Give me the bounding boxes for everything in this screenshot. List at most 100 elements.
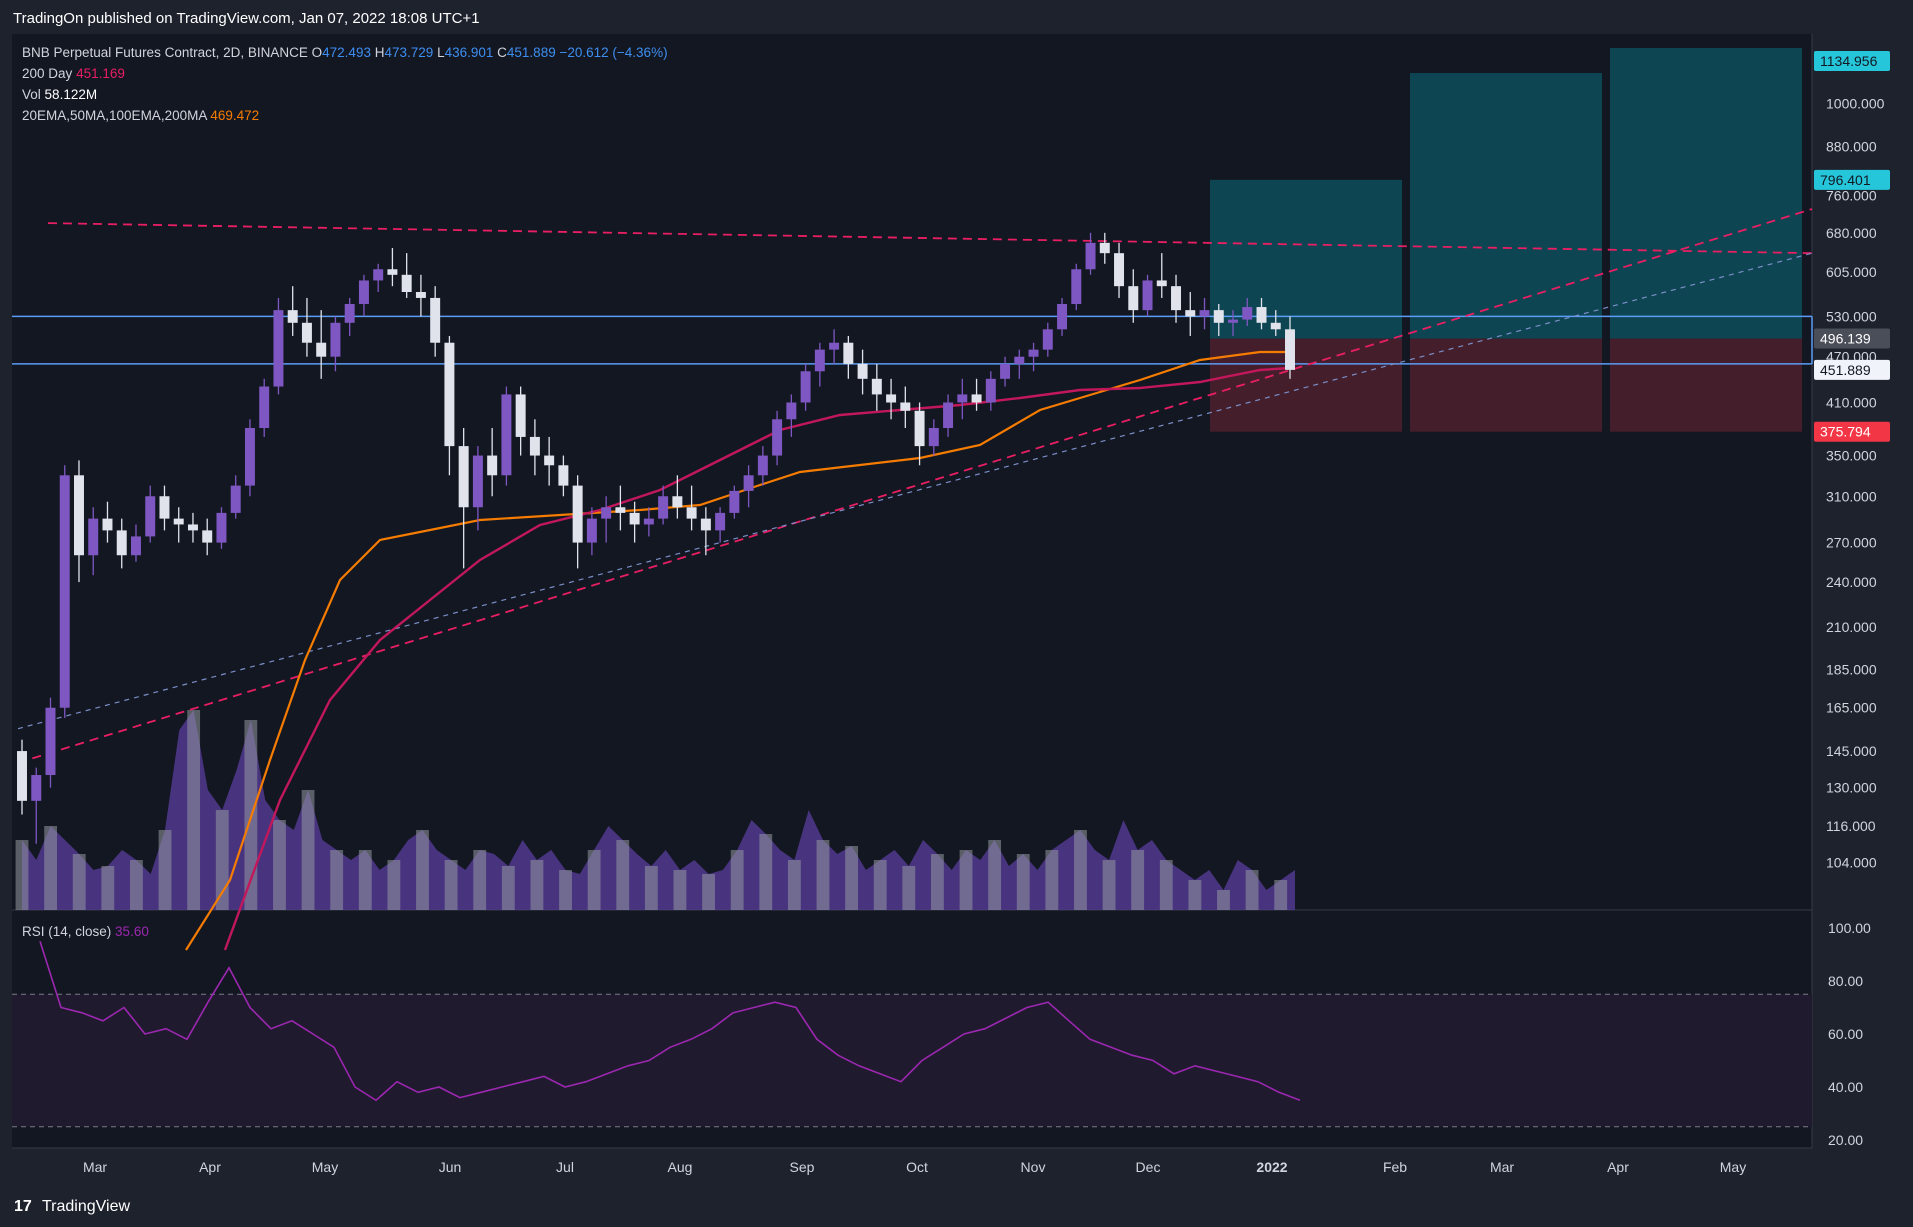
price-tag-bg	[1814, 359, 1890, 380]
ma200-label: 200 Day	[22, 66, 73, 81]
time-tick-label: Apr	[1607, 1159, 1629, 1175]
ema-value: 469.472	[210, 108, 260, 123]
candle-body	[45, 707, 56, 776]
candle-body	[487, 455, 498, 476]
candle-body	[586, 518, 597, 543]
legend-volume-row[interactable]: Vol 58.122M	[22, 87, 97, 102]
candle-body	[957, 394, 968, 403]
legend-ema-row[interactable]: 20EMA,50MA,100EMA,200MA 469.472	[22, 108, 259, 123]
candle-body	[772, 419, 783, 456]
candle-body	[59, 475, 70, 708]
candle-body	[985, 378, 996, 403]
candle-body	[159, 496, 170, 519]
candle-body	[1171, 286, 1182, 311]
time-tick-label: 2022	[1256, 1159, 1287, 1175]
candle-body	[373, 269, 384, 281]
price-tick-label: 116.000	[1826, 818, 1876, 834]
candle-series	[17, 232, 1295, 844]
candle-body	[643, 518, 654, 525]
time-tick-label: Oct	[906, 1159, 928, 1175]
low-value: 436.901	[444, 45, 494, 60]
candle-body	[1000, 363, 1011, 379]
candle-body	[344, 303, 355, 323]
candle-body	[943, 402, 954, 428]
price-tags: 1134.956 796.401 496.139 451.889 375.794	[1814, 51, 1890, 442]
candle-body	[857, 363, 868, 379]
candle-body	[886, 394, 897, 403]
candle-body	[330, 322, 341, 357]
candle-body	[672, 496, 683, 508]
target-zone-1	[1210, 179, 1402, 339]
price-tag: 451.889	[1814, 359, 1890, 380]
candle-body	[458, 446, 469, 508]
price-tag-label: 496.139	[1820, 331, 1871, 347]
time-tick-label: Aug	[668, 1159, 693, 1175]
candle-body	[900, 402, 911, 411]
tradingview-logo-icon: 17	[14, 1198, 32, 1215]
candle-body	[145, 496, 156, 537]
price-tag: 796.401	[1814, 169, 1890, 190]
candle-body	[202, 530, 213, 543]
rsi-tick-label: 60.00	[1828, 1026, 1863, 1042]
candle-body	[1256, 307, 1267, 323]
price-tick-label: 104.000	[1826, 855, 1877, 871]
candle-body	[88, 518, 99, 556]
price-tick-label: 605.000	[1826, 264, 1877, 280]
price-tick-label: 130.000	[1826, 780, 1877, 796]
tradingview-brand[interactable]: TradingView	[42, 1198, 131, 1215]
time-tick-label: Jun	[439, 1159, 462, 1175]
change-value: −20.612 (−4.36%)	[559, 45, 668, 60]
time-axis[interactable]: Mar Apr May Jun Jul Aug Sep Oct Nov Dec 2022 Feb Mar…	[83, 1159, 1746, 1175]
candle-body	[1071, 269, 1082, 304]
candle-body	[686, 507, 697, 519]
stop-zone-2	[1410, 338, 1602, 432]
price-tag: 1134.956	[1814, 51, 1890, 72]
candle-body	[700, 518, 711, 531]
candle-body	[116, 530, 127, 556]
volume-label: Vol	[22, 87, 41, 102]
ema-label: 20EMA,50MA,100EMA,200MA	[22, 108, 207, 123]
price-tag: 496.139	[1814, 328, 1890, 349]
candle-body	[102, 518, 113, 531]
ma200-line	[223, 366, 1291, 951]
candle-body	[871, 378, 882, 395]
close-label: C	[497, 45, 507, 60]
candle-body	[17, 751, 27, 801]
candle-body	[259, 386, 270, 428]
rsi-tick-label: 20.00	[1828, 1132, 1863, 1148]
time-tick-label: Nov	[1021, 1159, 1046, 1175]
candle-body	[1285, 329, 1295, 370]
candle-body	[757, 455, 768, 476]
chart-canvas[interactable]: 100.00 80.00 60.00 40.00 20.00 1000.000 880.0…	[0, 0, 1913, 1187]
candle-body	[472, 455, 483, 508]
volume-series	[15, 710, 1295, 910]
price-axis[interactable]: 1000.000 880.000 760.000 680.000 605.000 530.…	[1826, 96, 1885, 871]
candle-body	[31, 775, 42, 801]
price-tick-label: 165.000	[1826, 700, 1877, 716]
publish-header: TradingOn published on TradingView.com, …	[0, 0, 1913, 36]
high-label: H	[374, 45, 385, 60]
candle-body	[444, 342, 455, 447]
price-tag-bg	[1814, 169, 1890, 190]
candle-body	[729, 490, 740, 513]
ma200-value: 451.169	[76, 66, 125, 81]
candle-body	[1114, 253, 1125, 287]
price-tick-label: 1000.000	[1826, 96, 1885, 112]
price-tick-label: 350.000	[1826, 448, 1877, 464]
candle-body	[74, 475, 84, 556]
candle-body	[273, 310, 284, 387]
candle-body	[572, 485, 583, 543]
low-label: L	[437, 45, 445, 60]
price-tick-label: 185.000	[1826, 661, 1877, 677]
legend-rsi-row[interactable]: RSI (14, close) 35.60	[22, 924, 149, 939]
candle-body	[1242, 307, 1253, 320]
price-tick-label: 530.000	[1826, 308, 1877, 324]
price-tick-label: 145.000	[1826, 743, 1877, 759]
candle-body	[615, 507, 626, 513]
candle-body	[814, 349, 825, 372]
price-tick-label: 880.000	[1826, 138, 1877, 154]
legend-ma200-row[interactable]: 200 Day 451.169	[22, 66, 125, 81]
candle-body	[130, 536, 141, 556]
candle-body	[1042, 329, 1053, 350]
open-label: O	[311, 45, 323, 60]
